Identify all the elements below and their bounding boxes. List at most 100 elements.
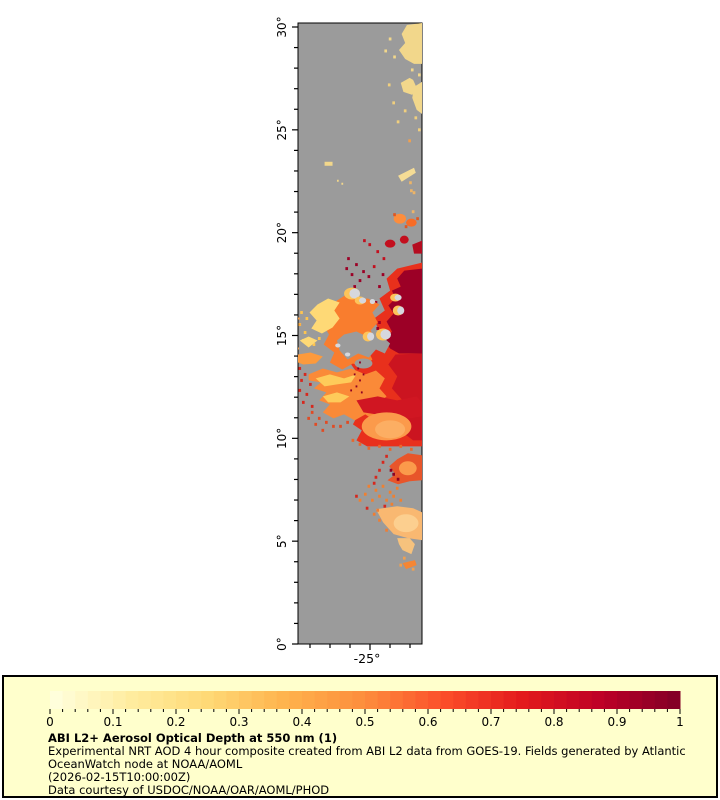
aerosol-speckle: [362, 373, 365, 376]
aod-map-plot: 0° 5° 10° 15° 20° 25° 30° -25°: [275, 16, 423, 666]
aerosol-speckle: [317, 416, 321, 420]
colorbar-tick-label: 0.7: [481, 715, 500, 729]
colorbar-cell: [528, 691, 542, 709]
colorbar-cell: [138, 691, 152, 709]
aerosol-speckle: [384, 49, 388, 53]
aerosol-speckle: [374, 301, 378, 305]
cloud-patch: [335, 343, 341, 348]
colorbar-tick-label: 0.3: [229, 715, 248, 729]
aerosol-speckle: [309, 382, 312, 386]
aerosol-speckle: [378, 494, 381, 498]
aerosol-speckle: [303, 372, 307, 376]
map-data-layer: [298, 23, 422, 571]
colorbar-cell: [251, 691, 265, 709]
aerosol-speckle: [392, 472, 395, 476]
aerosol-speckle: [303, 331, 307, 334]
colorbar-cell: [314, 691, 328, 709]
colorbar-cell: [566, 691, 580, 709]
aerosol-region: [322, 392, 350, 403]
legend-line-3: (2026-02-15T10:00:00Z): [48, 769, 191, 784]
aerosol-speckle: [341, 182, 344, 185]
aerosol-speckle: [298, 347, 299, 350]
aerosol-region: [388, 353, 422, 441]
aerosol-region: [393, 213, 407, 224]
aerosol-speckle: [378, 444, 381, 448]
colorbar-cell: [654, 691, 668, 709]
aerosol-speckle: [367, 484, 371, 488]
colorbar-tick-label: 0: [46, 715, 54, 729]
aerosol-speckle: [368, 243, 372, 247]
aerosol-speckle: [374, 488, 378, 492]
x-axis-label: -25°: [354, 651, 381, 666]
aerosol-speckle: [393, 213, 396, 217]
colorbar-cell: [453, 691, 467, 709]
colorbar-cell: [402, 691, 416, 709]
aerosol-speckle: [372, 265, 376, 269]
aerosol-speckle: [378, 321, 381, 325]
legend-line-4: Data courtesy of USDOC/NOAA/OAR/AOML/PHO…: [48, 782, 330, 797]
aerosol-speckle: [372, 512, 376, 516]
aerosol-speckle: [395, 486, 399, 490]
colorbar-tick-label: 0.8: [544, 715, 563, 729]
colorbar-cell: [276, 691, 290, 709]
aerosol-speckle: [332, 424, 335, 428]
aerosol-speckle: [410, 68, 414, 72]
aerosol-speckle: [350, 389, 353, 392]
aerosol-speckle: [376, 327, 380, 331]
aerosol-speckle: [358, 498, 362, 502]
aerosol-speckle: [383, 504, 387, 508]
colorbar-cell: [541, 691, 555, 709]
aerosol-speckle: [358, 442, 362, 446]
aerosol-speckle: [411, 210, 415, 214]
colorbar-cell: [163, 691, 177, 709]
aerosol-speckle: [381, 460, 385, 464]
aerosol-speckle: [418, 73, 421, 77]
aerosol-speckle: [418, 128, 421, 132]
aerosol-speckle: [371, 498, 374, 502]
aerosol-speckle: [353, 373, 356, 376]
aerosol-region: [406, 218, 417, 227]
aerosol-speckle: [307, 416, 310, 420]
legend-caption: ABI L2+ Aerosol Optical Depth at 550 nm …: [48, 732, 686, 797]
aerosol-speckle: [314, 422, 318, 426]
aerosol-speckle: [298, 388, 302, 392]
aerosol-speckle: [411, 567, 415, 571]
aerosol-region: [324, 161, 333, 166]
aerosol-speckle: [388, 37, 392, 41]
aerosol-speckle: [347, 257, 350, 261]
colorbar: 0 0.1 0.2 0.3 0.4 0.5 0.6 0.7 0.8 0.9 1: [46, 691, 684, 729]
aerosol-speckle: [402, 34, 406, 38]
aerosol-speckle: [392, 101, 395, 105]
aerosol-speckle: [404, 225, 408, 229]
aerosol-speckle: [310, 410, 314, 414]
aerosol-speckle: [392, 494, 395, 498]
aerosol-speckle: [414, 116, 418, 120]
aerosol-speckle: [305, 317, 309, 321]
y-axis-label: 0°: [275, 637, 289, 651]
aerosol-region: [336, 331, 391, 360]
aerosol-speckle: [298, 366, 302, 370]
aerosol-speckle: [378, 518, 381, 522]
aerosol-region: [315, 374, 357, 387]
colorbar-tick-label: 0.6: [418, 715, 437, 729]
colorbar-cell: [87, 691, 101, 709]
colorbar-cell: [554, 691, 568, 709]
aerosol-speckle: [378, 285, 381, 289]
aerosol-speckle: [408, 139, 411, 143]
aerosol-speckle: [345, 267, 349, 271]
aerosol-speckle: [374, 475, 378, 479]
aerosol-region: [309, 298, 340, 334]
colorbar-cell: [50, 691, 64, 709]
aerosol-speckle: [390, 502, 394, 506]
aerosol-speckle: [301, 400, 305, 404]
aerosol-speckle: [402, 556, 406, 560]
colorbar-cell: [617, 691, 631, 709]
aerosol-speckle: [365, 506, 369, 510]
colorbar-cell: [188, 691, 202, 709]
colorbar-cell: [365, 691, 379, 709]
colorbar-cell: [440, 691, 454, 709]
colorbar-cell: [62, 691, 76, 709]
colorbar-cell: [465, 691, 479, 709]
aerosol-speckle: [346, 420, 349, 424]
aerosol-speckle: [359, 361, 361, 364]
